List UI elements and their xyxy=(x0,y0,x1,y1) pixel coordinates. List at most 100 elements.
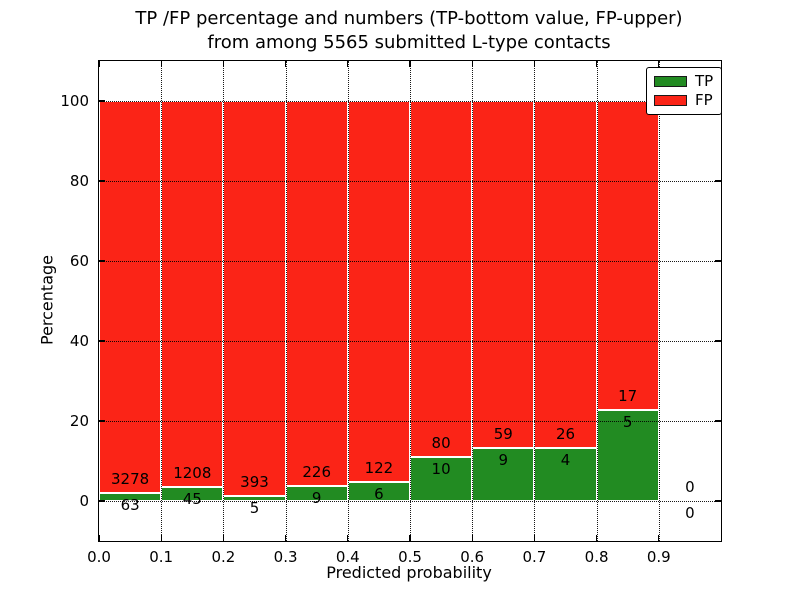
xtick-label-0.5: 0.5 xyxy=(398,548,422,566)
ytick-left-60 xyxy=(99,260,105,262)
legend-item-tp: TP xyxy=(654,72,713,91)
ytick-left-100 xyxy=(99,100,105,102)
gridline-v-0.2 xyxy=(223,61,225,541)
xtick-bottom-0.3 xyxy=(285,535,287,541)
gridline-v-0.6 xyxy=(472,61,474,541)
fp-count-0.1-0.2: 1208 xyxy=(173,463,212,482)
bar-fp-0.0-0.1 xyxy=(99,101,162,494)
ytick-label-80: 80 xyxy=(69,172,89,190)
chart-title: TP /FP percentage and numbers (TP-bottom… xyxy=(98,7,720,55)
legend-label-tp: TP xyxy=(695,72,714,90)
tp-count-0.2-0.3: 5 xyxy=(249,498,260,517)
tp-count-0.9-1.0: 0 xyxy=(685,504,695,522)
bar-tp-0.7-0.8 xyxy=(534,447,597,501)
ytick-right-40 xyxy=(715,340,721,342)
xtick-bottom-0.5 xyxy=(409,535,411,541)
tp-count-0.1-0.2: 45 xyxy=(182,489,202,508)
ytick-right-60 xyxy=(715,260,721,262)
fp-count-0.5-0.6: 80 xyxy=(431,433,451,452)
xtick-top-0.7 xyxy=(533,61,536,67)
fp-count-0.8-0.9: 17 xyxy=(618,387,638,406)
bar-tp-0.8-0.9 xyxy=(596,410,659,501)
xtick-top-0.5 xyxy=(409,61,411,67)
xtick-bottom-0.9 xyxy=(658,535,660,541)
tp-count-0.3-0.4: 9 xyxy=(311,488,322,507)
legend-swatch-fp xyxy=(654,95,687,106)
fp-count-0.7-0.8: 26 xyxy=(555,424,576,443)
xtick-bottom-0.8 xyxy=(596,535,598,541)
ytick-label-40: 40 xyxy=(69,332,89,350)
ytick-left-80 xyxy=(99,180,105,182)
xtick-top-0.1 xyxy=(160,61,162,67)
bar-fp-0.4-0.5 xyxy=(347,101,410,483)
ytick-label-100: 100 xyxy=(60,92,89,110)
xtick-label-0.0: 0.0 xyxy=(87,548,111,566)
gridline-v-0.4 xyxy=(347,61,349,541)
bar-fp-0.8-0.9 xyxy=(596,101,659,411)
xtick-top-0.0 xyxy=(98,61,100,67)
xtick-top-0.9 xyxy=(658,61,660,67)
legend-label-fp: FP xyxy=(695,91,713,109)
legend-item-fp: FP xyxy=(654,91,713,110)
x-axis-label: Predicted probability xyxy=(326,563,492,582)
ytick-right-20 xyxy=(715,420,721,422)
xtick-bottom-0.7 xyxy=(533,535,536,541)
chart-title-line2: from among 5565 submitted L-type contact… xyxy=(207,32,611,53)
gridline-v-0.1 xyxy=(161,61,163,541)
xtick-top-0.3 xyxy=(285,61,287,67)
xtick-label-0.8: 0.8 xyxy=(584,548,609,566)
tp-count-0.5-0.6: 10 xyxy=(431,459,451,478)
ytick-label-0: 0 xyxy=(79,492,89,510)
fp-count-0.2-0.3: 393 xyxy=(240,472,269,491)
ytick-right-0 xyxy=(715,500,721,502)
tp-count-0.0-0.1: 63 xyxy=(120,496,140,515)
xtick-top-0.4 xyxy=(347,61,349,67)
gridline-v-0.5 xyxy=(410,61,411,541)
gridline-v-0.3 xyxy=(285,61,287,541)
fp-count-0.9-1.0: 0 xyxy=(685,478,695,496)
bar-fp-0.1-0.2 xyxy=(161,101,224,487)
gridline-v-0.7 xyxy=(534,61,536,541)
ytick-right-80 xyxy=(715,180,721,182)
xtick-label-0.1: 0.1 xyxy=(149,548,174,566)
bar-fp-0.2-0.3 xyxy=(223,101,286,496)
ytick-label-60: 60 xyxy=(69,252,89,270)
legend: TP FP xyxy=(646,67,723,115)
tp-count-0.4-0.5: 6 xyxy=(374,485,384,504)
gridline-v-0.8 xyxy=(596,61,598,541)
xtick-top-0.2 xyxy=(222,61,225,67)
bar-fp-0.3-0.4 xyxy=(285,101,348,486)
ytick-left-40 xyxy=(99,340,105,342)
plot-area: TP FP 3278 63 1208 45 393 5 226 9 122 6 80 10 59 9 26 4 1… xyxy=(60,60,723,566)
xtick-top-0.8 xyxy=(596,61,598,67)
fp-count-0.0-0.1: 3278 xyxy=(111,470,150,489)
ytick-left-20 xyxy=(99,420,105,422)
xtick-label-0.9: 0.9 xyxy=(646,548,671,566)
bar-tp-0.0-0.1 xyxy=(99,493,162,501)
chart-title-line1: TP /FP percentage and numbers (TP-bottom… xyxy=(135,8,683,29)
bar-fp-0.7-0.8 xyxy=(534,101,597,448)
xtick-label-0.3: 0.3 xyxy=(273,548,298,566)
ytick-label-20: 20 xyxy=(69,412,89,430)
xtick-top-0.6 xyxy=(471,61,473,67)
fp-count-0.3-0.4: 226 xyxy=(302,462,331,481)
tp-count-0.6-0.7: 9 xyxy=(498,451,509,470)
xtick-bottom-0.0 xyxy=(98,535,100,541)
xtick-label-0.4: 0.4 xyxy=(335,548,360,566)
xtick-label-0.7: 0.7 xyxy=(522,548,547,566)
bar-fp-0.6-0.7 xyxy=(472,101,535,449)
xtick-bottom-0.1 xyxy=(160,535,162,541)
tp-count-0.7-0.8: 4 xyxy=(560,450,571,469)
fp-count-0.6-0.7: 59 xyxy=(493,425,513,444)
ytick-left-0 xyxy=(99,500,105,502)
bar-fp-0.5-0.6 xyxy=(410,101,473,457)
xtick-bottom-0.6 xyxy=(471,535,473,541)
legend-swatch-tp xyxy=(654,76,687,87)
tp-count-0.8-0.9: 5 xyxy=(622,413,633,432)
xtick-label-0.2: 0.2 xyxy=(211,548,236,566)
fp-count-0.4-0.5: 122 xyxy=(364,459,394,478)
xtick-bottom-0.2 xyxy=(222,535,225,541)
xtick-label-0.6: 0.6 xyxy=(460,548,485,566)
xtick-bottom-0.4 xyxy=(347,535,349,541)
